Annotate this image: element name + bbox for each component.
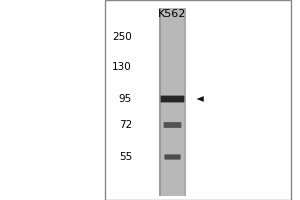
Bar xyxy=(159,8,186,196)
FancyBboxPatch shape xyxy=(164,122,182,128)
FancyBboxPatch shape xyxy=(164,154,181,160)
Bar xyxy=(159,8,161,196)
Text: 55: 55 xyxy=(119,152,132,162)
Text: 72: 72 xyxy=(119,120,132,130)
Text: K562: K562 xyxy=(158,9,187,19)
FancyBboxPatch shape xyxy=(161,96,184,102)
Bar xyxy=(184,8,186,196)
Bar xyxy=(105,0,291,200)
Text: 130: 130 xyxy=(112,62,132,72)
Polygon shape xyxy=(196,96,204,102)
Text: 250: 250 xyxy=(112,32,132,42)
Text: 95: 95 xyxy=(119,94,132,104)
